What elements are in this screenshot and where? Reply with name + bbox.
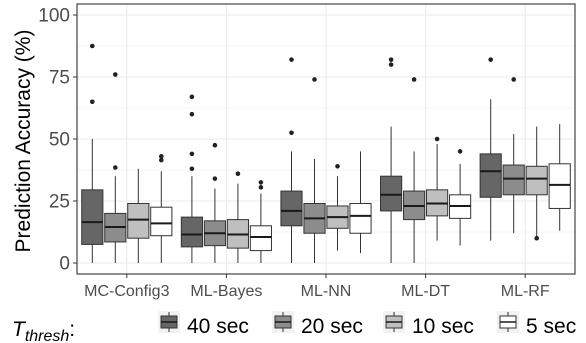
box-iqr <box>81 189 104 245</box>
legend-label: 20 sec <box>301 315 363 338</box>
outlier-point <box>289 57 294 62</box>
outlier-point <box>113 165 118 170</box>
panel-border <box>76 3 576 275</box>
box-iqr <box>525 165 548 196</box>
outlier-point <box>511 77 516 82</box>
y-axis-title: Prediction Accuracy (%) <box>12 30 35 253</box>
legend-title: Tthresh: <box>12 318 75 343</box>
box-iqr <box>127 202 150 239</box>
outlier-point <box>90 43 95 49</box>
y-tick-label: 50 <box>49 130 70 151</box>
x-tick-label: ML-Bayes <box>190 283 262 300</box>
outlier-point <box>488 57 494 62</box>
box-iqr <box>380 175 403 212</box>
outlier-point <box>258 180 264 185</box>
outlier-point <box>388 62 394 67</box>
outlier-point <box>189 151 195 157</box>
legend: Tthresh: 40 sec 20 sec 10 sec 5 sec <box>12 311 576 343</box>
box-iqr <box>150 206 173 237</box>
box-iqr <box>280 190 303 227</box>
y-tick-label: 75 <box>49 68 70 89</box>
x-tick-label: ML-DT <box>401 283 450 300</box>
outlier-point <box>189 94 195 100</box>
legend-label: 5 sec <box>526 315 576 338</box>
legend-title-colon: : <box>69 318 75 341</box>
outlier-point <box>159 154 164 159</box>
x-tick-label: ML-RF <box>501 283 550 300</box>
outlier-point <box>258 185 264 190</box>
legend-label: 10 sec <box>412 315 474 338</box>
outlier-point <box>212 176 218 181</box>
box-iqr <box>180 216 203 248</box>
outlier-point <box>113 72 118 77</box>
box-iqr <box>349 202 372 234</box>
outlier-point <box>289 130 294 136</box>
outlier-point <box>434 136 440 142</box>
x-tick-label: ML-NN <box>301 283 352 300</box>
legend-title-subscript: thresh <box>25 328 70 343</box>
outlier-point <box>388 57 394 62</box>
outlier-point <box>411 77 417 82</box>
box-iqr <box>479 153 502 198</box>
legend-title-main: T <box>12 318 27 341</box>
outlier-point <box>312 77 317 82</box>
plot-panel: 0 25 50 75 100 MC-Config3 ML-Bayes ML-NN ML-DT ML… <box>38 3 576 300</box>
x-tick-label: MC-Config3 <box>84 283 169 300</box>
box-iqr <box>548 163 571 209</box>
outlier-point <box>159 157 164 163</box>
legend-label: 40 sec <box>187 315 249 338</box>
box-iqr <box>249 225 272 252</box>
outlier-point <box>212 142 218 148</box>
outlier-point <box>235 171 241 177</box>
y-tick-label: 100 <box>38 6 70 27</box>
outlier-point <box>90 99 95 105</box>
outlier-point <box>534 235 539 241</box>
y-tick-label: 0 <box>59 254 70 275</box>
outlier-point <box>189 111 195 117</box>
outlier-point <box>335 163 340 169</box>
y-tick-label: 25 <box>49 192 70 213</box>
outlier-point <box>189 166 195 172</box>
box-iqr <box>502 164 525 196</box>
outlier-point <box>457 149 463 154</box>
